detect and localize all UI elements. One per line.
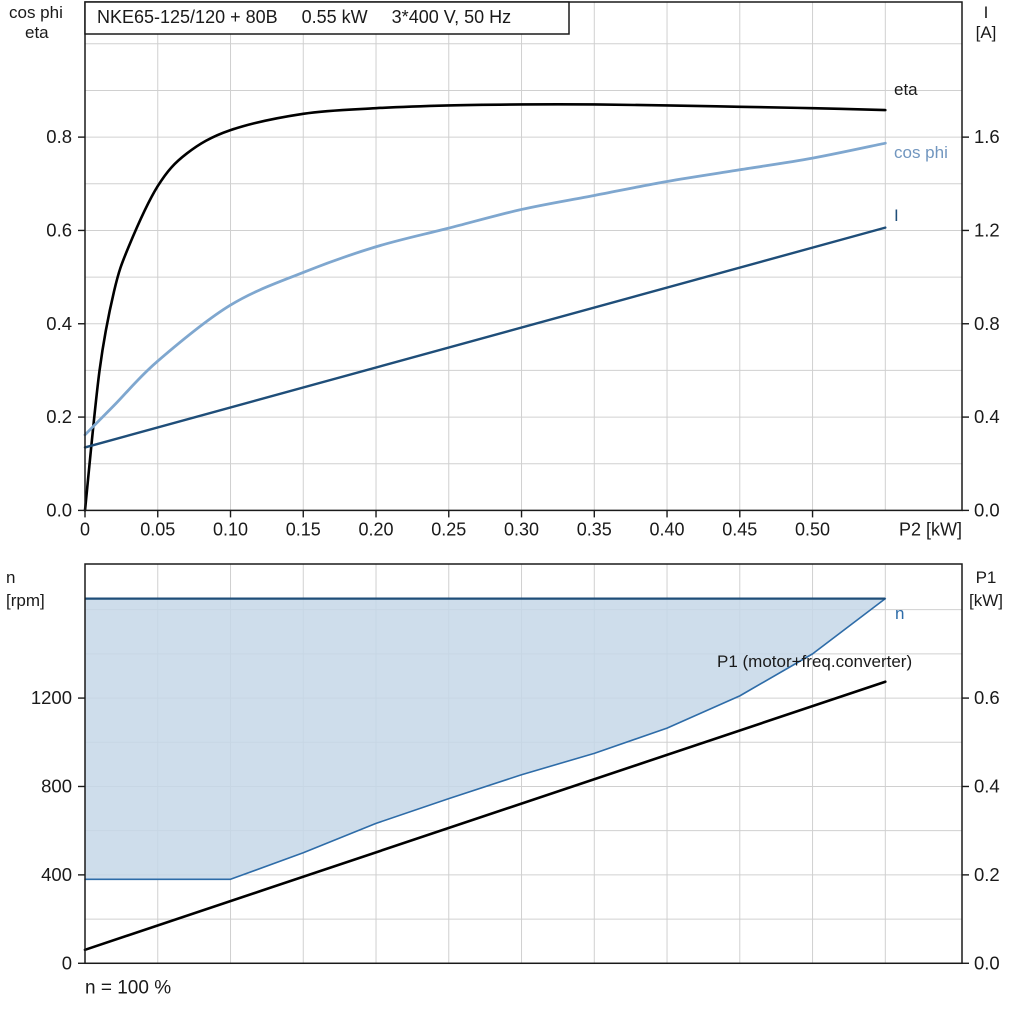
svg-text:n = 100 %: n = 100 % xyxy=(85,977,171,998)
svg-text:0.2: 0.2 xyxy=(46,406,72,427)
svg-text:cos phi: cos phi xyxy=(894,143,948,162)
svg-text:800: 800 xyxy=(41,776,72,797)
svg-text:0.15: 0.15 xyxy=(286,519,321,539)
svg-text:0.35: 0.35 xyxy=(577,519,612,539)
svg-text:eta: eta xyxy=(894,80,918,99)
svg-text:0.25: 0.25 xyxy=(431,519,466,539)
svg-text:0.0: 0.0 xyxy=(974,499,1000,520)
svg-text:0.05: 0.05 xyxy=(140,519,175,539)
svg-text:[A]: [A] xyxy=(976,23,997,42)
svg-text:0.45: 0.45 xyxy=(722,519,757,539)
svg-text:0: 0 xyxy=(62,952,72,973)
svg-text:0.0: 0.0 xyxy=(46,499,72,520)
svg-text:0.4: 0.4 xyxy=(46,313,72,334)
svg-text:1200: 1200 xyxy=(31,687,72,708)
svg-text:0.30: 0.30 xyxy=(504,519,539,539)
svg-text:[rpm]: [rpm] xyxy=(6,591,45,610)
svg-text:P1: P1 xyxy=(976,568,997,587)
svg-text:P2 [kW]: P2 [kW] xyxy=(899,519,962,539)
svg-text:1.2: 1.2 xyxy=(974,219,1000,240)
svg-text:P1 (motor+freq.converter): P1 (motor+freq.converter) xyxy=(717,652,912,671)
svg-text:eta: eta xyxy=(25,23,49,42)
svg-text:1.6: 1.6 xyxy=(974,126,1000,147)
svg-text:0.50: 0.50 xyxy=(795,519,830,539)
svg-text:0.8: 0.8 xyxy=(974,313,1000,334)
svg-text:0.6: 0.6 xyxy=(974,687,1000,708)
svg-text:400: 400 xyxy=(41,864,72,885)
svg-text:I: I xyxy=(894,206,899,225)
svg-text:0.6: 0.6 xyxy=(46,219,72,240)
svg-text:0: 0 xyxy=(80,519,90,539)
svg-text:n: n xyxy=(895,604,904,623)
svg-text:0.10: 0.10 xyxy=(213,519,248,539)
svg-text:0.0: 0.0 xyxy=(974,952,1000,973)
svg-text:0.2: 0.2 xyxy=(974,864,1000,885)
svg-text:cos phi: cos phi xyxy=(9,3,63,22)
svg-text:0.20: 0.20 xyxy=(358,519,393,539)
svg-text:I: I xyxy=(984,3,989,22)
svg-text:0.4: 0.4 xyxy=(974,406,1000,427)
svg-text:0.8: 0.8 xyxy=(46,126,72,147)
svg-text:n: n xyxy=(6,568,15,587)
svg-text:[kW]: [kW] xyxy=(969,591,1003,610)
svg-text:0.40: 0.40 xyxy=(649,519,684,539)
svg-text:0.4: 0.4 xyxy=(974,776,1000,797)
